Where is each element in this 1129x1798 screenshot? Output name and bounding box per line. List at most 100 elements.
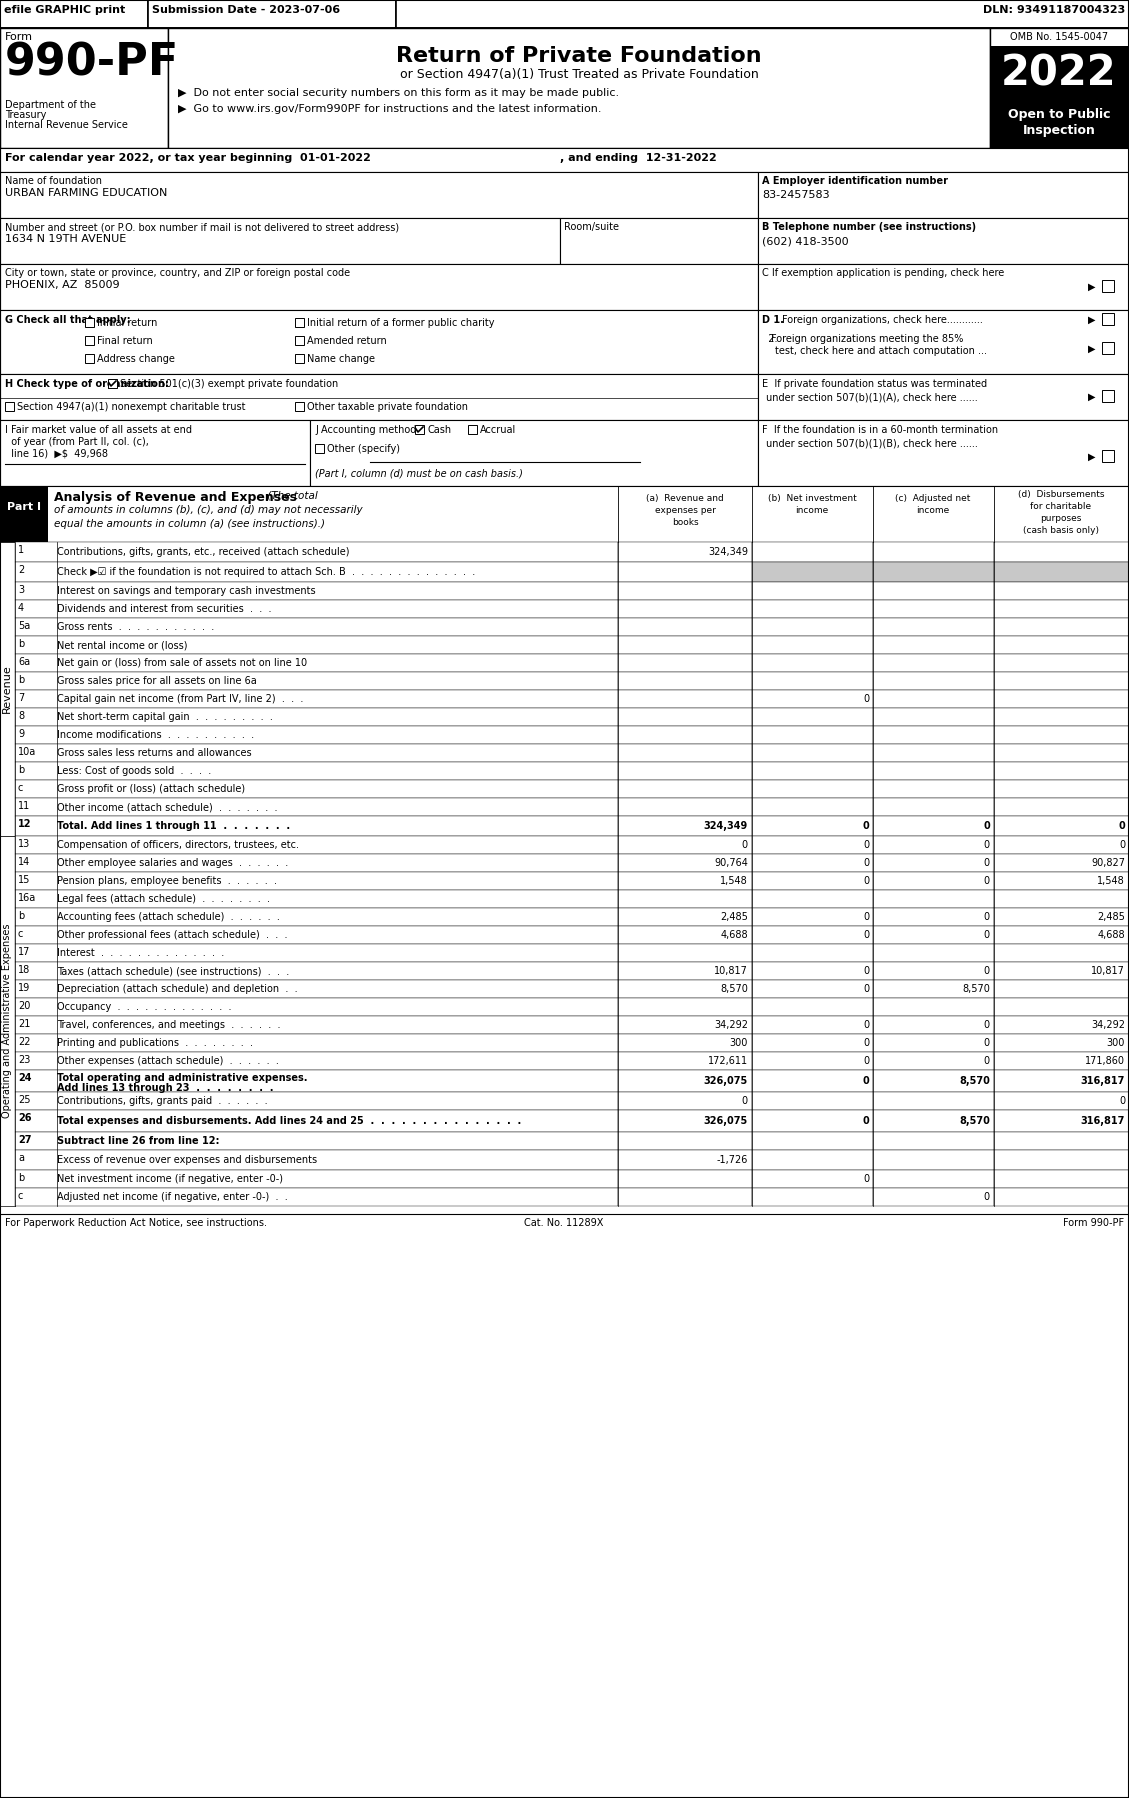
Text: of amounts in columns (b), (c), and (d) may not necessarily: of amounts in columns (b), (c), and (d) … xyxy=(54,505,362,514)
Bar xyxy=(873,816,994,836)
Bar xyxy=(618,1109,752,1133)
Bar xyxy=(618,601,752,619)
Text: 19: 19 xyxy=(18,984,30,992)
Bar xyxy=(994,836,1129,854)
Text: b: b xyxy=(18,674,24,685)
Bar xyxy=(994,636,1129,654)
Text: b: b xyxy=(18,638,24,649)
Text: 90,827: 90,827 xyxy=(1091,858,1124,868)
Bar xyxy=(994,541,1129,563)
Bar xyxy=(752,654,873,672)
Bar xyxy=(752,744,873,762)
Bar xyxy=(15,1091,618,1109)
Text: 172,611: 172,611 xyxy=(708,1055,749,1066)
Text: Total operating and administrative expenses.: Total operating and administrative expen… xyxy=(56,1073,307,1082)
Text: 0: 0 xyxy=(1119,1097,1124,1106)
Text: income: income xyxy=(795,505,829,514)
Bar xyxy=(5,403,14,412)
Bar xyxy=(994,619,1129,636)
Text: Cat. No. 11289X: Cat. No. 11289X xyxy=(524,1217,604,1228)
Text: b: b xyxy=(18,912,24,921)
Text: Internal Revenue Service: Internal Revenue Service xyxy=(5,120,128,129)
Bar xyxy=(994,563,1129,583)
Bar xyxy=(15,908,618,926)
Bar xyxy=(994,872,1129,890)
Text: 0: 0 xyxy=(983,912,990,922)
Bar xyxy=(873,744,994,762)
Bar xyxy=(15,563,618,583)
Bar xyxy=(618,1133,752,1151)
Bar xyxy=(15,798,618,816)
Bar xyxy=(994,1170,1129,1188)
Text: 83-2457583: 83-2457583 xyxy=(762,191,830,200)
Text: 0: 0 xyxy=(983,1192,990,1203)
Bar xyxy=(994,583,1129,601)
Text: 2,485: 2,485 xyxy=(1097,912,1124,922)
Text: For Paperwork Reduction Act Notice, see instructions.: For Paperwork Reduction Act Notice, see … xyxy=(5,1217,266,1228)
Bar xyxy=(618,816,752,836)
Text: 0: 0 xyxy=(863,822,869,831)
Bar xyxy=(415,424,425,433)
Text: 0: 0 xyxy=(983,966,990,976)
Text: Department of the: Department of the xyxy=(5,101,96,110)
Text: Check ▶☑ if the foundation is not required to attach Sch. B  .  .  .  .  .  .  .: Check ▶☑ if the foundation is not requir… xyxy=(56,566,475,577)
Text: under section 507(b)(1)(B), check here ......: under section 507(b)(1)(B), check here .… xyxy=(765,439,978,448)
Bar xyxy=(0,0,148,29)
Bar xyxy=(873,690,994,708)
Bar xyxy=(618,619,752,636)
Text: 5a: 5a xyxy=(18,620,30,631)
Text: Section 4947(a)(1) nonexempt charitable trust: Section 4947(a)(1) nonexempt charitable … xyxy=(17,403,245,412)
Bar xyxy=(0,541,15,836)
Text: (c)  Adjusted net: (c) Adjusted net xyxy=(895,494,971,503)
Bar xyxy=(873,1052,994,1070)
Bar xyxy=(618,636,752,654)
Text: a: a xyxy=(18,1153,24,1163)
Bar xyxy=(15,690,618,708)
Bar xyxy=(873,854,994,872)
Bar xyxy=(618,836,752,854)
Bar xyxy=(560,218,758,264)
Bar xyxy=(873,908,994,926)
Text: for charitable: for charitable xyxy=(1031,502,1092,511)
Bar xyxy=(618,1016,752,1034)
Bar xyxy=(15,872,618,890)
Text: A Employer identification number: A Employer identification number xyxy=(762,176,948,185)
Bar xyxy=(994,1091,1129,1109)
Bar xyxy=(618,563,752,583)
Text: 34,292: 34,292 xyxy=(1091,1019,1124,1030)
Text: Less: Cost of goods sold  .  .  .  .: Less: Cost of goods sold . . . . xyxy=(56,766,211,777)
Text: 0: 0 xyxy=(863,1174,869,1185)
Bar xyxy=(15,890,618,908)
Bar xyxy=(873,798,994,816)
Bar xyxy=(295,354,304,363)
Text: Gross sales less returns and allowances: Gross sales less returns and allowances xyxy=(56,748,252,759)
Text: 4,688: 4,688 xyxy=(720,930,749,940)
Bar xyxy=(618,1151,752,1170)
Text: Room/suite: Room/suite xyxy=(564,221,619,232)
Text: 3: 3 xyxy=(18,584,24,595)
Bar xyxy=(873,980,994,998)
Bar xyxy=(618,962,752,980)
Text: 0: 0 xyxy=(1118,822,1124,831)
Bar xyxy=(994,601,1129,619)
Text: Pension plans, employee benefits  .  .  .  .  .  .: Pension plans, employee benefits . . . .… xyxy=(56,876,277,886)
Text: 0: 0 xyxy=(863,1037,869,1048)
Bar xyxy=(873,619,994,636)
Text: Foreign organizations, check here............: Foreign organizations, check here.......… xyxy=(782,315,983,325)
Text: Inspection: Inspection xyxy=(1023,124,1095,137)
Bar xyxy=(994,998,1129,1016)
Bar xyxy=(873,636,994,654)
Text: 0: 0 xyxy=(983,1055,990,1066)
Text: Address change: Address change xyxy=(97,354,175,363)
Bar xyxy=(396,0,1129,29)
Bar xyxy=(990,29,1129,147)
Bar xyxy=(315,444,324,453)
Text: purposes: purposes xyxy=(1040,514,1082,523)
Text: Name of foundation: Name of foundation xyxy=(5,176,102,185)
Text: 0: 0 xyxy=(742,1097,749,1106)
Bar xyxy=(618,708,752,726)
Text: c: c xyxy=(18,930,24,939)
Bar xyxy=(994,1188,1129,1206)
Bar xyxy=(618,780,752,798)
Bar xyxy=(15,636,618,654)
